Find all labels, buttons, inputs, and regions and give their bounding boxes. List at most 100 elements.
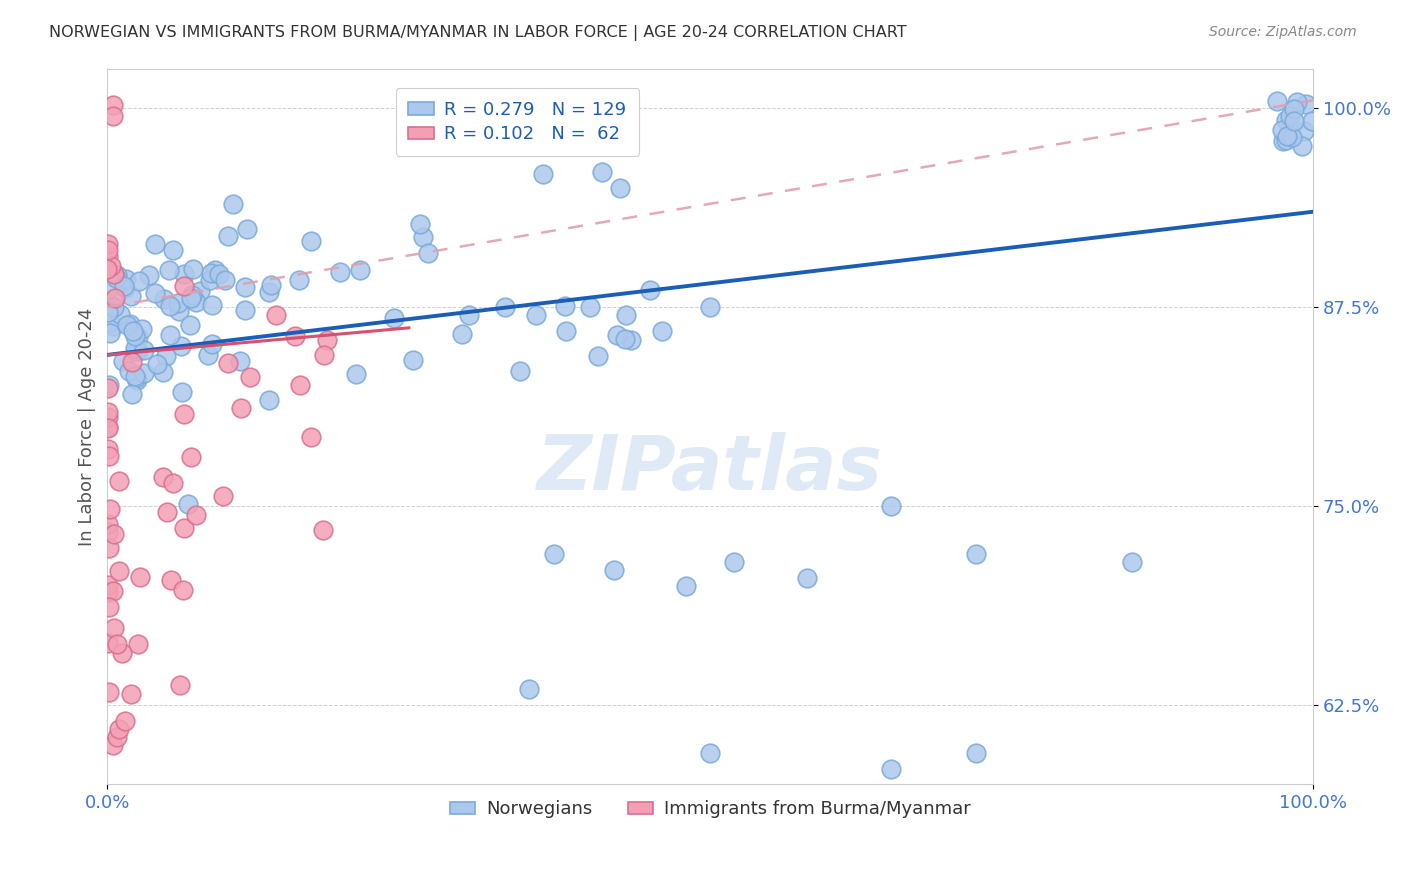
Point [290, 378, 312, 392]
Point [162, 243, 184, 257]
Point [880, 499, 903, 513]
Point [288, 273, 311, 287]
Point [120, 317, 142, 331]
Point [204, 263, 226, 277]
Point [152, 365, 174, 379]
Point [97, 585, 120, 599]
Point [159, 299, 181, 313]
Point [169, 303, 191, 318]
Point [554, 300, 576, 314]
Point [108, 722, 131, 736]
Point [143, 237, 166, 252]
Point [211, 489, 233, 503]
Point [120, 687, 142, 701]
Point [173, 279, 195, 293]
Point [131, 321, 153, 335]
Text: Source: ZipAtlas.com: Source: ZipAtlas.com [1209, 25, 1357, 39]
Point [1274, 133, 1296, 147]
Point [228, 353, 250, 368]
Point [156, 505, 179, 519]
Point [105, 637, 128, 651]
Point [214, 273, 236, 287]
Point [180, 450, 202, 464]
Point [97, 409, 120, 424]
Point [170, 384, 193, 399]
Point [257, 285, 280, 299]
Point [103, 301, 125, 315]
Point [1271, 123, 1294, 137]
Point [181, 262, 204, 277]
Point [699, 746, 721, 760]
Point [1301, 113, 1323, 128]
Point [578, 300, 600, 314]
Point [217, 356, 239, 370]
Point [344, 367, 367, 381]
Point [97, 449, 120, 463]
Point [103, 584, 125, 599]
Point [132, 343, 155, 358]
Point [138, 268, 160, 282]
Point [197, 348, 219, 362]
Point [97, 305, 120, 319]
Point [100, 299, 122, 313]
Point [127, 330, 149, 344]
Point [98, 315, 121, 329]
Point [97, 282, 120, 296]
Point [239, 369, 262, 384]
Point [229, 401, 252, 416]
Point [675, 578, 697, 592]
Point [699, 300, 721, 314]
Point [796, 571, 818, 585]
Point [299, 234, 322, 248]
Point [110, 307, 132, 321]
Point [260, 278, 283, 293]
Point [105, 268, 128, 283]
Point [586, 349, 609, 363]
Point [96, 578, 118, 592]
Point [124, 329, 146, 343]
Point [299, 430, 322, 444]
Point [125, 371, 148, 385]
Point [316, 333, 339, 347]
Point [603, 563, 626, 577]
Point [169, 678, 191, 692]
Point [103, 526, 125, 541]
Point [236, 221, 259, 235]
Point [519, 681, 541, 696]
Point [259, 392, 281, 407]
Point [97, 516, 120, 531]
Point [179, 318, 201, 332]
Point [132, 366, 155, 380]
Point [1281, 130, 1303, 145]
Point [543, 547, 565, 561]
Point [162, 476, 184, 491]
Point [103, 621, 125, 635]
Point [965, 746, 987, 760]
Point [614, 332, 637, 346]
Point [127, 343, 149, 358]
Point [98, 502, 121, 516]
Point [97, 421, 120, 435]
Point [105, 730, 128, 744]
Point [107, 565, 129, 579]
Point [509, 364, 531, 378]
Point [98, 326, 121, 340]
Point [723, 555, 745, 569]
Point [1278, 109, 1301, 123]
Point [104, 271, 127, 285]
Point [128, 274, 150, 288]
Point [157, 262, 180, 277]
Point [382, 310, 405, 325]
Point [167, 296, 190, 310]
Point [1282, 102, 1305, 116]
Point [233, 280, 256, 294]
Point [103, 109, 125, 123]
Point [201, 298, 224, 312]
Point [1282, 114, 1305, 128]
Point [127, 373, 149, 387]
Point [217, 229, 239, 244]
Point [127, 637, 149, 651]
Point [173, 521, 195, 535]
Point [531, 167, 554, 181]
Point [524, 308, 547, 322]
